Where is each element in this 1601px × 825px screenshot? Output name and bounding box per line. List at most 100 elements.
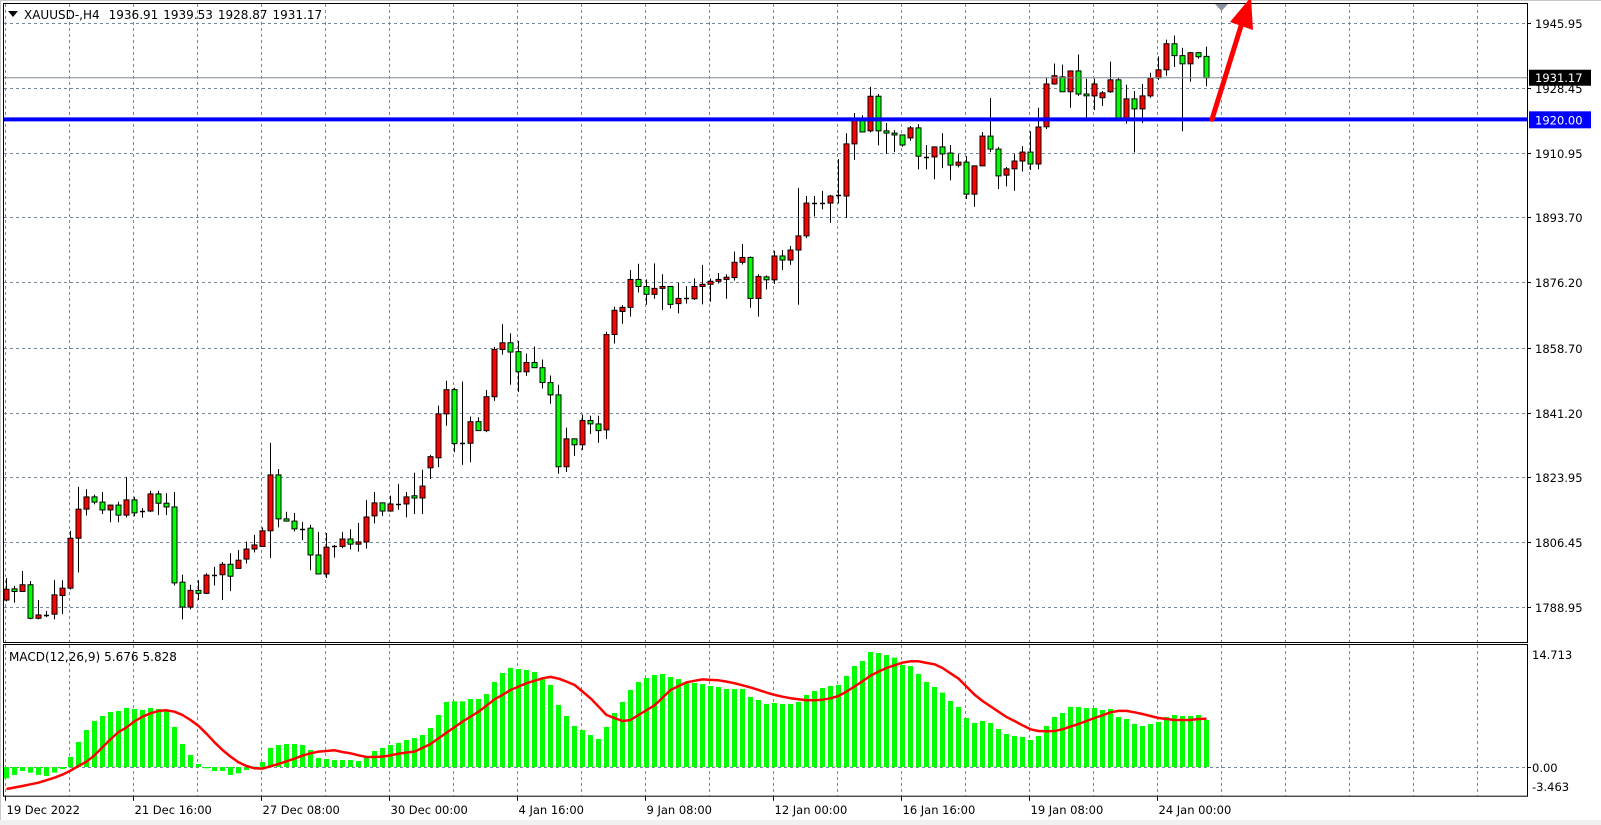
time-tick-label: 21 Dec 16:00: [135, 803, 212, 817]
price-tick-label: 1893.70: [1535, 211, 1583, 225]
macd-histogram-bar: [1020, 736, 1025, 767]
candle: [27, 581, 34, 620]
macd-histogram-bar: [1156, 721, 1161, 767]
candle-body: [363, 516, 370, 543]
candle-body: [763, 276, 770, 281]
candle: [1187, 51, 1194, 82]
macd-histogram-bar: [1068, 706, 1073, 767]
macd-histogram-bar: [532, 671, 537, 767]
macd-histogram-bar: [844, 675, 849, 767]
candle: [595, 415, 602, 443]
candle-body: [227, 563, 234, 577]
macd-histogram-bar: [988, 722, 993, 767]
time-axis[interactable]: 19 Dec 2022 21 Dec 16:00 27 Dec 08:00 30 De…: [5, 795, 1232, 817]
candle-body: [1027, 151, 1034, 165]
triangle-down-icon[interactable]: [8, 11, 18, 17]
candle-body: [643, 286, 650, 295]
macd-histogram-bar: [612, 713, 617, 767]
time-tick-label: 30 Dec 00:00: [391, 803, 468, 817]
candle-body: [19, 584, 26, 592]
arrow-up-icon[interactable]: [1209, 0, 1253, 122]
candle: [171, 492, 178, 586]
candle-body: [371, 502, 378, 517]
bid-price-label: 1931.17: [1529, 69, 1591, 86]
candle-body: [971, 165, 978, 195]
candle-body: [715, 278, 722, 282]
status-strip: [0, 820, 1601, 825]
candle-body: [635, 278, 642, 288]
candle: [1043, 77, 1050, 130]
price-tick-label: 1841.20: [1535, 407, 1583, 421]
candle: [19, 570, 26, 592]
open-price: 1936.91: [108, 8, 159, 22]
candle-body: [435, 413, 442, 459]
macd-histogram-bar: [596, 738, 601, 767]
candle-body: [147, 493, 154, 512]
time-tick-label: 4 Jan 16:00: [519, 803, 585, 817]
annotations[interactable]: [1209, 0, 1253, 122]
macd-histogram-bar: [28, 766, 33, 773]
macd-histogram-bar: [980, 720, 985, 767]
candle-body: [907, 127, 914, 139]
candle-body: [659, 286, 666, 289]
candle-body: [235, 559, 242, 569]
macd-histogram-bar: [548, 684, 553, 767]
candle: [627, 270, 634, 317]
candle-body: [1067, 70, 1074, 93]
macd-histogram-bar: [940, 692, 945, 767]
macd-histogram-bar: [372, 750, 377, 767]
candle: [603, 331, 610, 440]
candle-body: [1043, 83, 1050, 128]
candle-body: [651, 287, 658, 295]
candle-body: [1059, 76, 1066, 93]
candle-body: [1195, 52, 1202, 58]
macd-histogram-bar: [1164, 716, 1169, 767]
candle-body: [1179, 55, 1186, 65]
candle-body: [555, 394, 562, 468]
macd-histogram-bar: [1180, 715, 1185, 767]
candle-body: [827, 195, 834, 204]
triangle-down-icon[interactable]: [1215, 4, 1228, 11]
macd-histogram-bar: [524, 669, 529, 767]
price-axis[interactable]: 1945.951928.451910.951893.701876.201858.…: [1527, 17, 1591, 615]
macd-histogram-bar: [716, 686, 721, 767]
candle: [1171, 35, 1178, 67]
candle-body: [507, 342, 514, 353]
candle-body: [339, 538, 346, 547]
low-price: 1928.87: [217, 8, 268, 22]
candle-body: [251, 544, 258, 550]
candle-body: [1075, 70, 1082, 95]
candle-body: [1091, 83, 1098, 97]
candle: [675, 282, 682, 314]
macd-histogram-bar: [1172, 715, 1177, 767]
macd-histogram-bar: [892, 657, 897, 767]
candle: [1163, 39, 1170, 76]
candle: [499, 324, 506, 355]
candle-body: [851, 119, 858, 145]
candle-body: [307, 527, 314, 556]
candle-body: [75, 508, 82, 539]
candle-body: [619, 306, 626, 312]
close-price: 1931.17: [272, 8, 323, 22]
macd-histogram-bar: [516, 668, 521, 767]
macd-histogram-bar: [308, 749, 313, 767]
candle-body: [987, 135, 994, 150]
candle: [739, 244, 746, 265]
candle-body: [843, 143, 850, 197]
macd-histogram-bar: [1124, 718, 1129, 767]
candle-body: [531, 361, 538, 369]
macd-axis[interactable]: 14.713 0.00 -3.463: [1527, 648, 1572, 794]
candle-body: [947, 152, 954, 166]
macd-histogram-bar: [180, 744, 185, 767]
candle-body: [691, 286, 698, 300]
candle-body: [291, 520, 298, 530]
time-tick-label: 19 Jan 08:00: [1031, 803, 1104, 817]
time-tick-label: 16 Jan 16:00: [903, 803, 976, 817]
macd-tick-label: 14.713: [1532, 648, 1572, 662]
candle-body: [411, 495, 418, 499]
candle-body: [379, 502, 386, 512]
candle: [315, 531, 322, 575]
time-tick-label: 27 Dec 08:00: [263, 803, 340, 817]
symbol-timeframe: XAUUSD-,H4: [24, 8, 100, 22]
